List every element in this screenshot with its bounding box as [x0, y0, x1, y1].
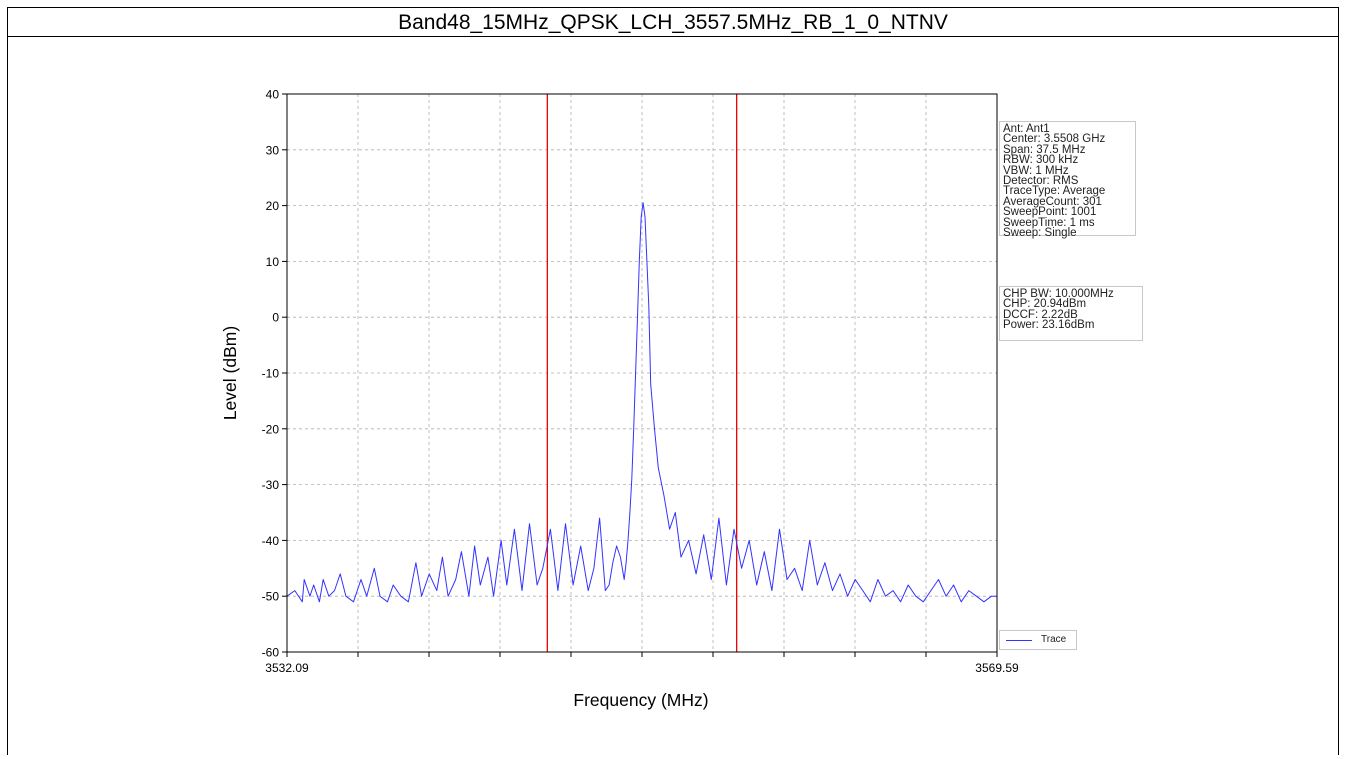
setting-line: Center: 3.5508 GHz: [1003, 133, 1106, 146]
setting-line: TraceType: Average: [1003, 185, 1106, 198]
channel-markers: [546, 94, 738, 652]
setting-line: Sweep: Single: [1003, 226, 1077, 239]
y-tick-label: 0: [272, 311, 279, 325]
legend-trace-label: Trace: [1041, 634, 1067, 645]
setting-line: RBW: 300 kHz: [1003, 154, 1079, 167]
x-axis-label: Frequency (MHz): [573, 690, 708, 710]
result-line: DCCF: 2.22dB: [1003, 308, 1078, 321]
y-tick-label: -40: [262, 534, 280, 548]
analyzer-settings-box: Ant: Ant1 Center: 3.5508 GHz Span: 37.5 MH…: [999, 121, 1136, 239]
result-line: Power: 23.16dBm: [1003, 319, 1095, 332]
y-tick-label: -30: [262, 478, 280, 492]
setting-line: SweepTime: 1 ms: [1003, 216, 1095, 229]
y-tick-label: -10: [262, 367, 280, 381]
setting-line: SweepPoint: 1001: [1003, 206, 1097, 219]
setting-line: VBW: 1 MHz: [1003, 164, 1069, 177]
setting-line: AverageCount: 301: [1003, 195, 1102, 208]
y-tick-label: 30: [266, 143, 280, 157]
grid-lines: [287, 94, 997, 652]
result-line: CHP: 20.94dBm: [1003, 298, 1087, 311]
y-axis-label: Level (dBm): [220, 326, 240, 420]
y-tick-label: -50: [262, 590, 280, 604]
y-tick-label: -20: [262, 422, 280, 436]
chart-legend: Trace: [999, 630, 1077, 650]
result-line: CHP BW: 10.000MHz: [1003, 288, 1114, 300]
y-tick-label: 10: [266, 255, 280, 269]
setting-line: Span: 37.5 MHz: [1003, 143, 1086, 156]
chart-title: Band48_15MHz_QPSK_LCH_3557.5MHz_RB_1_0_N…: [7, 7, 1339, 37]
trace-line: [286, 202, 997, 603]
setting-line: Ant: Ant1: [1003, 123, 1050, 135]
y-tick-label: -60: [262, 646, 280, 660]
trace-layer: [286, 202, 997, 603]
x-tick-label: 3569.59: [975, 661, 1019, 675]
y-tick-label: 40: [266, 88, 280, 102]
x-tick-label: 3532.09: [265, 661, 309, 675]
y-tick-label: 20: [266, 199, 280, 213]
setting-line: Detector: RMS: [1003, 174, 1079, 187]
legend-trace-line: [1006, 640, 1032, 641]
power-results-box: CHP BW: 10.000MHz CHP: 20.94dBm DCCF: 2.22…: [999, 286, 1143, 341]
